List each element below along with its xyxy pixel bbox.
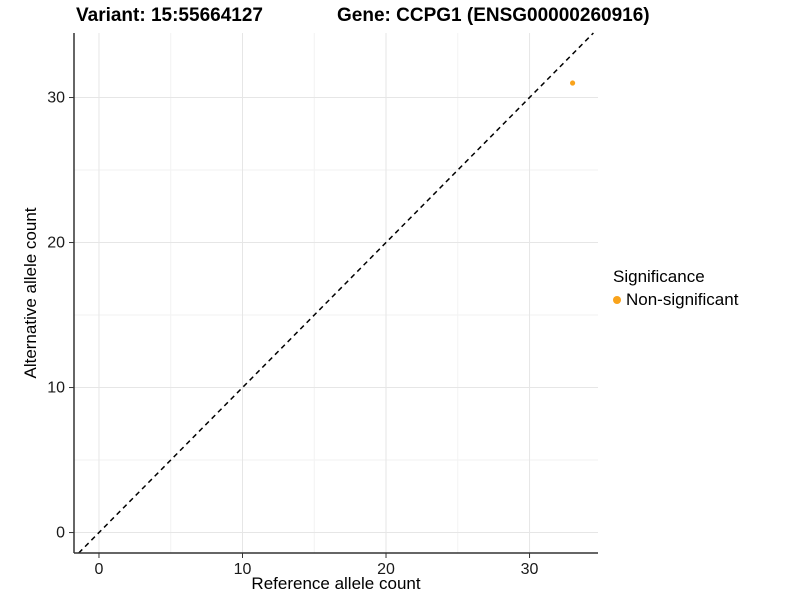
y-tick-label: 10 <box>47 380 65 397</box>
y-axis-title: Alternative allele count <box>21 207 40 379</box>
legend: Significance Non-significant <box>613 267 738 310</box>
identity-line <box>78 32 594 554</box>
legend-item-label: Non-significant <box>626 290 739 309</box>
y-tick-label: 0 <box>56 525 65 542</box>
legend-title: Significance <box>613 267 705 286</box>
x-tick-label: 10 <box>234 561 252 578</box>
legend-point-icon <box>613 296 621 304</box>
y-tick-label: 30 <box>47 90 65 107</box>
y-tick-label: 20 <box>47 235 65 252</box>
x-axis-title: Reference allele count <box>251 574 421 593</box>
x-tick-label: 20 <box>377 561 395 578</box>
legend-item-non-significant: Non-significant <box>613 290 738 310</box>
data-point <box>569 80 576 86</box>
x-tick-label: 30 <box>521 561 539 578</box>
x-tick-label: 0 <box>95 561 104 578</box>
variant-title: Variant: 15:55664127 <box>76 5 263 26</box>
gene-title: Gene: CCPG1 (ENSG00000260916) <box>337 5 650 26</box>
